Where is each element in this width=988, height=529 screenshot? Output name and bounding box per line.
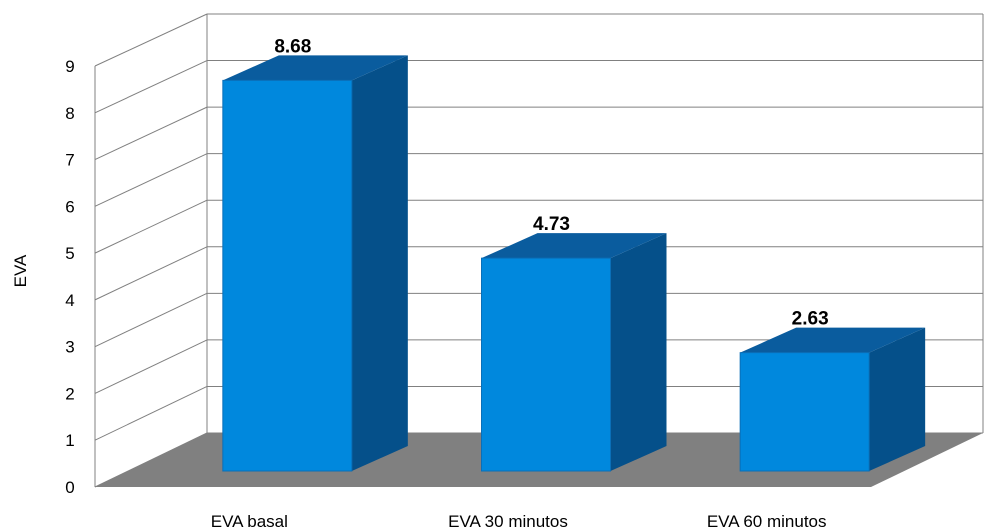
- x-tick-label: EVA basal: [211, 512, 288, 529]
- y-tick-label: 9: [65, 57, 74, 76]
- gridline-side: [94, 385, 208, 441]
- gridline-side: [94, 199, 208, 254]
- y-tick-label: 1: [65, 431, 74, 450]
- y-tick-label: 6: [65, 197, 74, 216]
- y-tick-label: 4: [65, 291, 74, 310]
- gridline-side: [94, 246, 208, 301]
- y-axis-ticks: 0 1 2 3 4 5 6 7 8 9: [65, 57, 74, 497]
- gridline-side: [94, 153, 208, 207]
- gridline-side: [94, 339, 208, 394]
- y-tick-label: 8: [65, 104, 74, 123]
- y-tick-label: 0: [65, 478, 74, 497]
- bar-side-face: [351, 55, 408, 472]
- bar-side-face: [610, 233, 667, 471]
- y-tick-label: 2: [65, 384, 74, 403]
- data-label-3: 2.63: [792, 309, 829, 330]
- data-label-1: 8.68: [274, 36, 311, 57]
- bar-top-face: [740, 327, 926, 353]
- bar-top-face: [481, 233, 667, 259]
- bars: [222, 55, 926, 472]
- bar-front-face: [481, 257, 611, 472]
- y-tick-label: 5: [65, 244, 74, 263]
- bar-3: [739, 327, 926, 472]
- x-tick-label: EVA 60 minutos: [707, 512, 827, 529]
- bar-side-face: [869, 327, 926, 471]
- gridline-side: [94, 292, 208, 348]
- gridline-side: [94, 60, 208, 114]
- gridline-side: [94, 13, 208, 67]
- y-tick-label: 3: [65, 338, 74, 357]
- x-axis-ticks: EVA basal EVA 30 minutos EVA 60 minutos: [211, 512, 827, 529]
- y-tick-label: 7: [65, 151, 74, 170]
- data-labels: 8.68 4.73 2.63: [274, 36, 828, 329]
- x-tick-label: EVA 30 minutos: [448, 512, 568, 529]
- bar-2: [481, 233, 667, 472]
- bar-1: [222, 55, 408, 472]
- data-label-2: 4.73: [533, 214, 570, 235]
- bar-top-face: [222, 55, 408, 81]
- y-axis-label: EVA: [11, 254, 30, 287]
- gridline-side: [94, 106, 208, 161]
- bar-front-face: [739, 352, 870, 472]
- bar-front-face: [222, 79, 353, 472]
